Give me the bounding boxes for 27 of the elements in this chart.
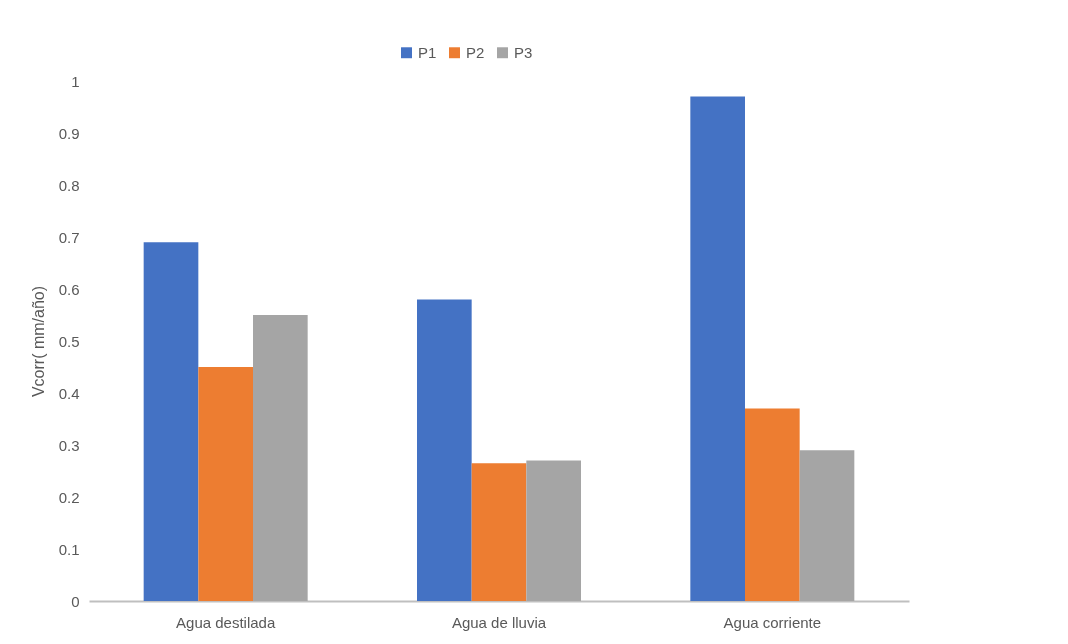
bar (799, 450, 855, 601)
y-tick-label: 0.9 (58, 124, 80, 142)
y-axis-title: Vcorr( mm/año) (29, 285, 47, 398)
bar (143, 242, 199, 601)
y-tick-label: 0.4 (58, 384, 80, 402)
bar (526, 460, 581, 601)
y-tick-label: 0.6 (58, 280, 80, 298)
bar (198, 367, 253, 601)
y-tick-label: 0 (71, 592, 80, 610)
bar (471, 463, 527, 601)
legend-label: P3 (514, 43, 533, 61)
x-tick-label: Agua corriente (723, 613, 822, 631)
y-tick-label: 0.2 (58, 488, 80, 506)
legend-label: P1 (418, 43, 437, 61)
y-tick-label: 0.7 (58, 228, 80, 246)
bar (745, 408, 800, 601)
y-tick-label: 0.5 (58, 332, 80, 350)
legend-label: P2 (466, 43, 485, 61)
bar (253, 315, 308, 601)
y-tick-label: 0.1 (58, 540, 80, 558)
y-tick-label: 0.8 (58, 176, 80, 194)
y-tick-label: 1 (71, 72, 80, 90)
x-tick-label: Agua destilada (176, 613, 276, 631)
x-tick-label: Agua de lluvia (451, 613, 547, 631)
bar (417, 299, 472, 601)
y-tick-label: 0.3 (58, 436, 80, 454)
bar (690, 96, 745, 601)
